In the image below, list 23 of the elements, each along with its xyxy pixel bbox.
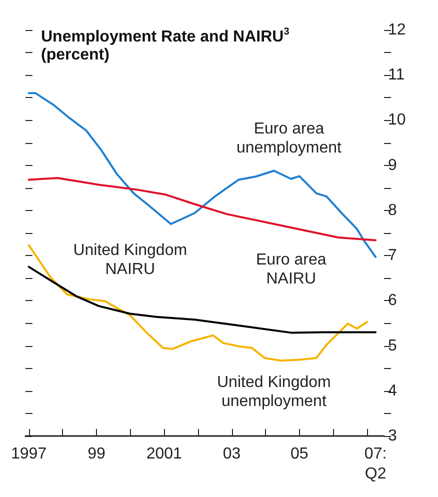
x-tick-label: 03 (222, 446, 241, 462)
text: (percent) (41, 46, 110, 64)
y-tick-label: 9 (388, 156, 397, 174)
y-tick-label: 8 (388, 202, 397, 219)
line-series (28, 176, 377, 242)
line-series (28, 244, 368, 362)
x-tick-label: 07: Q2 (364, 446, 387, 482)
y-tick-label: 7 (388, 247, 397, 264)
series-label: United Kingdom NAIRU (73, 242, 188, 278)
y-tick-label: 6 (388, 292, 397, 310)
y-tick-label: 11 (388, 66, 405, 84)
y-tick-label: 10 (388, 112, 406, 129)
y-tick-label: 4 (388, 382, 397, 400)
y-tick-label: 12 (388, 22, 406, 38)
x-tick-label: 1997 (11, 446, 47, 462)
y-tick-label: 3 (388, 428, 397, 444)
series-label: Euro area NAIRU (256, 252, 326, 288)
x-tick-label: 2001 (146, 446, 182, 462)
y-tick-label: 5 (388, 337, 397, 354)
x-tick-label: 05 (290, 446, 308, 462)
series-label: United Kingdom unemployment (216, 374, 331, 410)
series-label: Euro area unemployment (236, 120, 342, 156)
x-tick-label: 99 (88, 446, 106, 462)
